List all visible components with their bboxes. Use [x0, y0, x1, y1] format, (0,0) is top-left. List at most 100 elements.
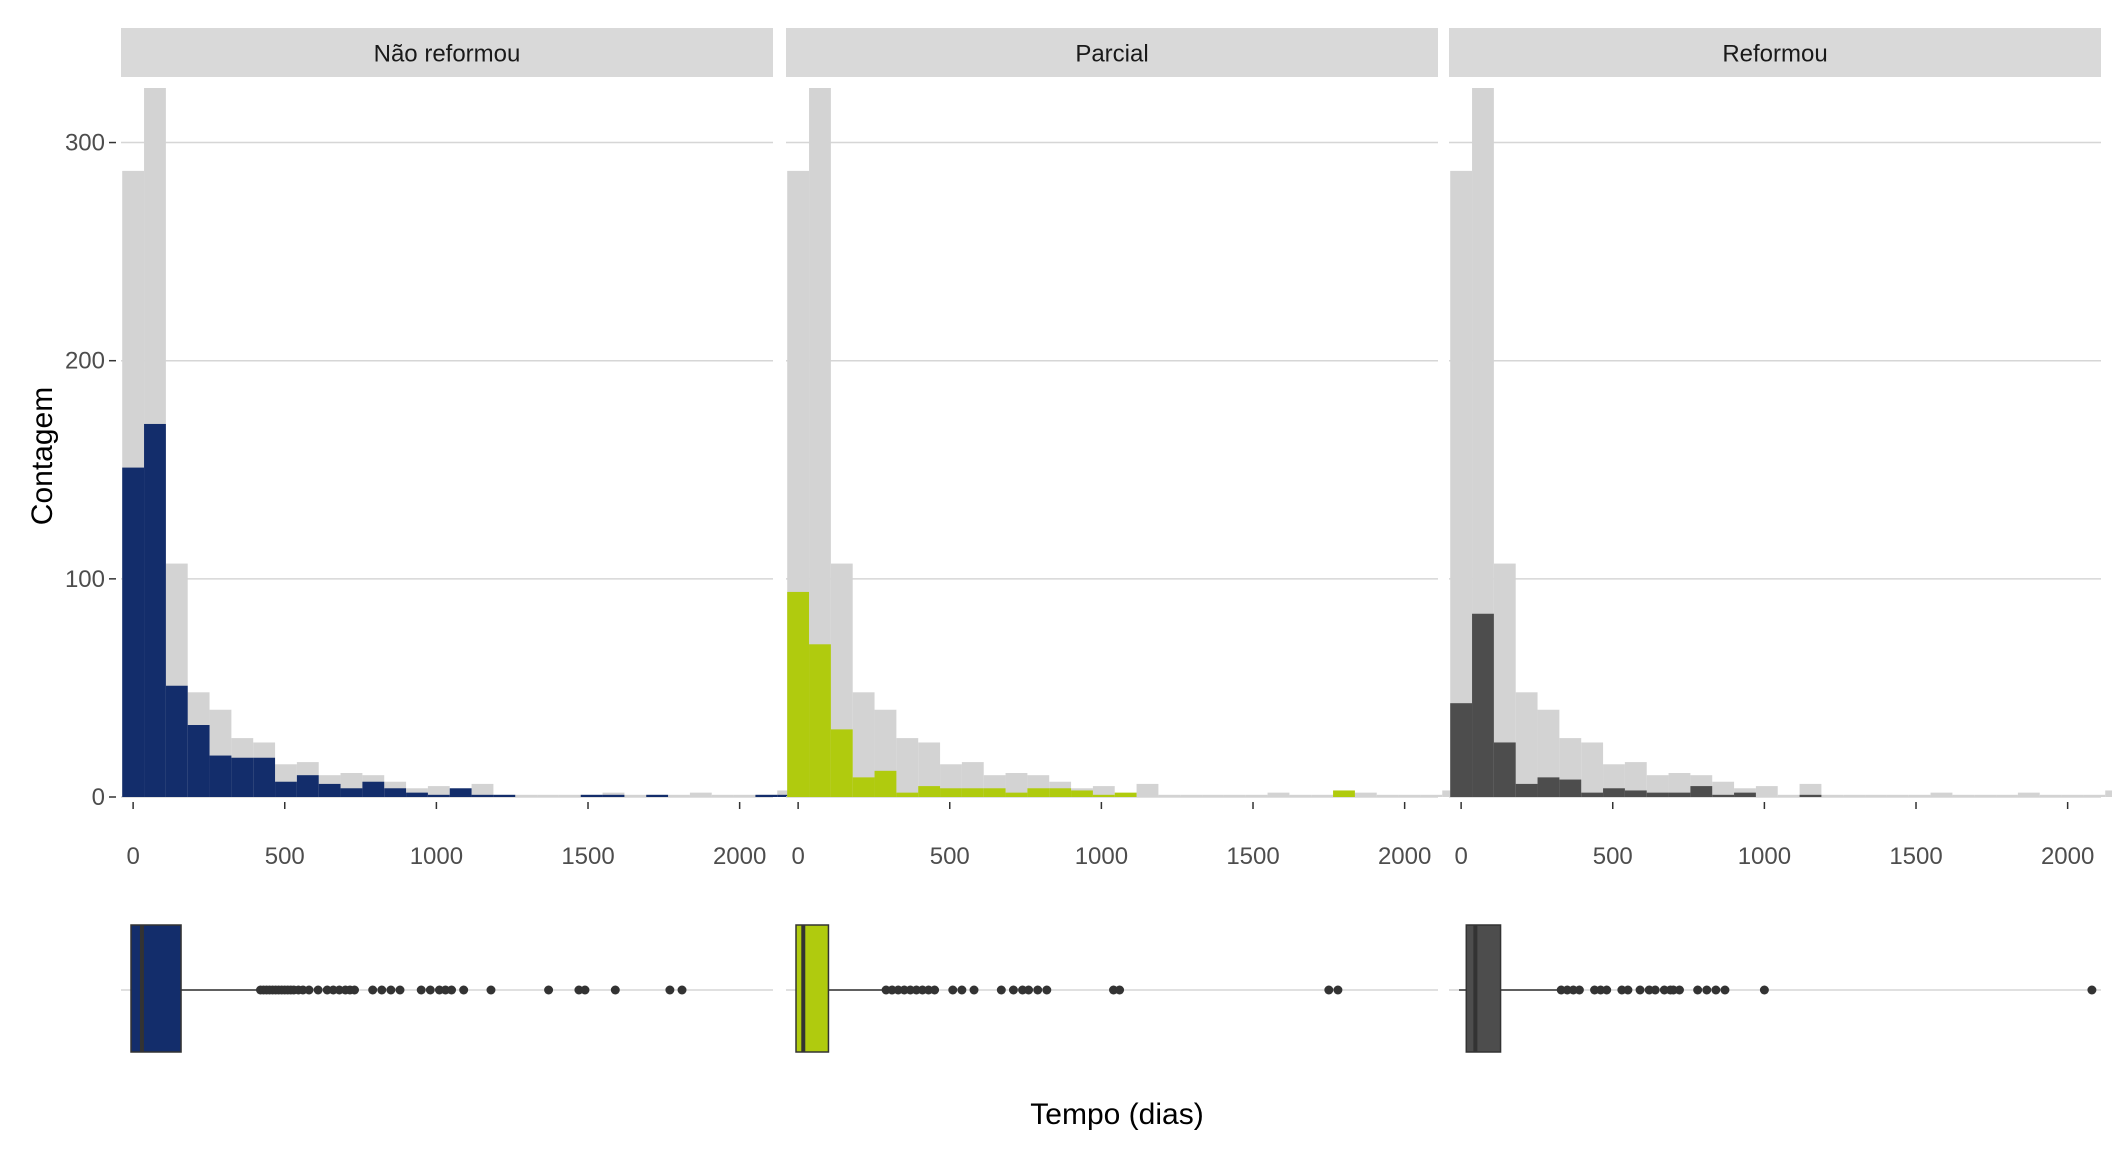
background-bar [1354, 792, 1377, 797]
histogram-bar [1537, 777, 1560, 797]
x-tick-label: 1000 [1075, 843, 1128, 870]
background-bar [2083, 794, 2106, 797]
histogram-bar [1114, 792, 1137, 797]
background-bar [1930, 792, 1953, 797]
x-tick-label: 500 [930, 843, 970, 870]
background-bar [1420, 794, 1443, 797]
boxplot-outlier [1650, 985, 1660, 995]
boxplot-outlier [957, 985, 967, 995]
boxplot-outlier [677, 985, 687, 995]
background-bar [2105, 790, 2112, 797]
background-bar [1537, 709, 1560, 797]
background-bar [852, 692, 875, 797]
background-bar [1908, 794, 1931, 797]
boxplot-outlier [425, 985, 435, 995]
histogram-bar [918, 786, 941, 797]
y-tick-label: 200 [65, 348, 105, 375]
background-bar [1952, 794, 1975, 797]
background-bar [2017, 792, 2040, 797]
x-tick-label: 1000 [1738, 843, 1791, 870]
x-tick-label: 0 [1454, 843, 1467, 870]
background-bar [1158, 794, 1181, 797]
boxplot-outlier [1711, 985, 1721, 995]
boxplot-outlier [1115, 985, 1125, 995]
boxplot-outlier [416, 985, 426, 995]
histogram-bar [427, 794, 450, 797]
boxplot-outlier [1042, 985, 1052, 995]
boxplot-outlier [1635, 985, 1645, 995]
boxplot-outlier [1602, 985, 1612, 995]
histogram-bar [1712, 794, 1735, 797]
background-bar [1493, 563, 1516, 797]
boxplot-outlier [1623, 985, 1633, 995]
background-bar [1202, 794, 1224, 797]
x-tick-label: 1500 [1226, 843, 1279, 870]
y-tick-label: 0 [92, 784, 105, 811]
histogram-bar [755, 794, 778, 797]
histogram-bar [406, 792, 428, 797]
boxplot-outlier [1759, 985, 1769, 995]
boxplot-outlier [1024, 985, 1034, 995]
histogram-bar [340, 788, 363, 797]
histogram-bar [165, 685, 188, 797]
background-bar [1646, 775, 1669, 797]
histogram-bar [646, 794, 669, 797]
histogram-bar [874, 770, 897, 797]
background-bar [1398, 794, 1421, 797]
histogram-bar [384, 788, 407, 797]
histogram-bar [471, 794, 494, 797]
histogram-bar [1581, 792, 1604, 797]
histogram-bar [1624, 790, 1647, 797]
background-bar [427, 786, 450, 797]
facet-strip [1449, 28, 2101, 77]
x-tick-label: 0 [791, 843, 804, 870]
y-axis: 0 100 200 300 [65, 130, 116, 811]
background-bar [1777, 794, 1800, 797]
boxplot-box [1465, 924, 1502, 1053]
histogram-bar [231, 757, 254, 797]
background-bar [537, 794, 559, 797]
background-bar [1865, 794, 1887, 797]
background-bar [1668, 773, 1691, 797]
background-bar [733, 794, 756, 797]
histogram-bar [1333, 790, 1355, 797]
background-bar [1005, 773, 1028, 797]
y-tick-label: 100 [65, 566, 105, 593]
background-bar [1223, 794, 1246, 797]
facet-strip-label: Reformou [1722, 41, 1827, 68]
boxplot-outlier [395, 985, 405, 995]
x-tick-label: 0 [126, 843, 139, 870]
histogram-bar [1515, 783, 1538, 797]
histogram-bar [580, 794, 603, 797]
facet-strip [786, 28, 1438, 77]
histogram-bar [1071, 790, 1093, 797]
histogram-bar [275, 781, 297, 797]
histogram-bar [1734, 792, 1756, 797]
histogram-bar [809, 644, 831, 797]
histogram-bar [983, 788, 1006, 797]
histogram-bar [253, 757, 276, 797]
boxplot-outlier [377, 985, 387, 995]
boxplot-outlier [1693, 985, 1703, 995]
facet-panel: Reformou 0 500 1000 1500 2000 [1449, 28, 2112, 1053]
x-tick-label: 1000 [410, 843, 463, 870]
boxplot-outlier [969, 985, 979, 995]
histogram-bar [1472, 613, 1494, 797]
background-bar [1799, 783, 1822, 797]
boxplot-box [130, 924, 182, 1053]
boxplot-outlier [930, 985, 940, 995]
boxplot-outlier [1702, 985, 1712, 995]
histogram-bar [1027, 788, 1050, 797]
boxplot-outlier [610, 985, 620, 995]
histogram-bar [144, 423, 166, 797]
facet-strip-label: Parcial [1075, 41, 1148, 68]
background-bar [1515, 692, 1538, 797]
background-bar [1136, 783, 1159, 797]
boxplot-outlier [368, 985, 378, 995]
histogram-bar [1668, 792, 1691, 797]
histogram-bar [940, 788, 962, 797]
histogram-bar [1005, 792, 1028, 797]
boxplot-outlier [996, 985, 1006, 995]
